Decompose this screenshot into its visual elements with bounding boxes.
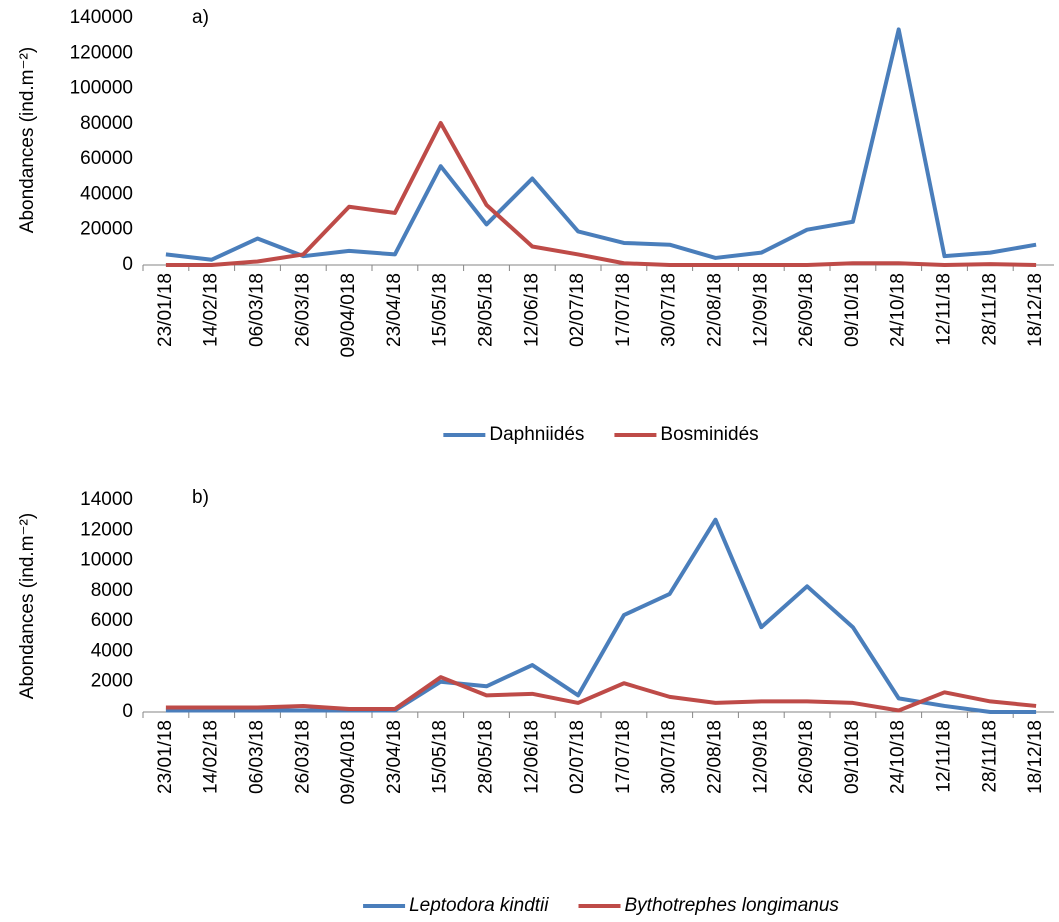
x-tick-label: 12/09/18 bbox=[750, 720, 771, 794]
legend: Daphniidés Bosminidés bbox=[443, 424, 759, 445]
x-tick-label: 23/01/18 bbox=[155, 273, 176, 347]
y-tick-label: 60000 bbox=[80, 148, 133, 169]
x-tick-label: 26/09/18 bbox=[796, 720, 817, 794]
y-tick-label: 80000 bbox=[80, 113, 133, 134]
y-tick-label: 40000 bbox=[80, 183, 133, 204]
legend-label: Daphniidés bbox=[489, 424, 584, 445]
x-tick-label: 26/03/18 bbox=[292, 273, 313, 347]
y-tick-label: 120000 bbox=[70, 42, 133, 63]
x-tick-label: 26/09/18 bbox=[796, 273, 817, 347]
x-tick-label: 17/07/18 bbox=[613, 720, 634, 794]
y-tick-label: 4000 bbox=[91, 640, 133, 661]
series-line bbox=[165, 120, 1037, 267]
x-tick-label: 23/04/18 bbox=[384, 720, 405, 794]
y-tick-label: 14000 bbox=[80, 489, 133, 510]
x-tick-label: 26/03/18 bbox=[292, 720, 313, 794]
x-tick-label: 09/04/018 bbox=[338, 273, 359, 358]
legend-label: Leptodora kindtii bbox=[409, 895, 549, 916]
x-tick-label: 12/09/18 bbox=[750, 273, 771, 347]
x-tick-label: 09/10/18 bbox=[842, 720, 863, 794]
y-tick-label: 10000 bbox=[80, 550, 133, 571]
x-tick-label: 18/12/18 bbox=[1025, 273, 1046, 347]
y-tick-label: 0 bbox=[122, 701, 133, 722]
series-line bbox=[165, 675, 1037, 713]
x-tick-label: 22/08/18 bbox=[705, 273, 726, 347]
x-tick-label: 15/05/18 bbox=[430, 273, 451, 347]
x-tick-label: 14/02/18 bbox=[201, 720, 222, 794]
x-tick-label: 06/03/18 bbox=[247, 273, 268, 347]
y-tick-label: 12000 bbox=[80, 519, 133, 540]
x-tick-label: 30/07/18 bbox=[659, 273, 680, 347]
series-line bbox=[165, 517, 1037, 714]
x-tick-label: 12/06/18 bbox=[521, 720, 542, 794]
x-tick-label: 30/07/18 bbox=[659, 720, 680, 794]
x-tick-label: 02/07/18 bbox=[567, 273, 588, 347]
x-tick-label: 15/05/18 bbox=[430, 720, 451, 794]
legend-label: Bosminidés bbox=[660, 424, 758, 445]
y-tick-label: 8000 bbox=[91, 580, 133, 601]
x-tick-label: 09/04/018 bbox=[338, 720, 359, 805]
y-tick-label: 6000 bbox=[91, 610, 133, 631]
x-tick-label: 24/10/18 bbox=[888, 720, 909, 794]
annotation: b) bbox=[192, 487, 209, 508]
y-tick-label: 2000 bbox=[91, 671, 133, 692]
x-tick-label: 12/11/18 bbox=[934, 273, 955, 346]
x-tick-label: 18/12/18 bbox=[1025, 720, 1046, 794]
y-axis-title: Abondances (ind.m⁻²) bbox=[17, 513, 38, 699]
x-tick-label: 28/05/18 bbox=[476, 720, 497, 794]
y-axis-title: Abondances (ind.m⁻²) bbox=[17, 47, 38, 233]
x-tick-label: 23/01/18 bbox=[155, 720, 176, 794]
series-line bbox=[165, 27, 1037, 262]
x-tick-label: 28/11/18 bbox=[979, 720, 1000, 793]
x-tick-label: 14/02/18 bbox=[201, 273, 222, 347]
legend: Leptodora kindtii Bythotrephes longimanus bbox=[363, 895, 839, 916]
x-tick-label: 06/03/18 bbox=[247, 720, 268, 794]
x-tick-label: 28/11/18 bbox=[979, 273, 1000, 346]
x-tick-label: 02/07/18 bbox=[567, 720, 588, 794]
legend-label: Bythotrephes longimanus bbox=[625, 895, 840, 916]
y-tick-label: 0 bbox=[122, 254, 133, 275]
x-tick-label: 12/11/18 bbox=[934, 720, 955, 793]
x-tick-label: 23/04/18 bbox=[384, 273, 405, 347]
y-tick-label: 140000 bbox=[70, 7, 133, 28]
annotation: a) bbox=[192, 7, 209, 28]
x-tick-label: 17/07/18 bbox=[613, 273, 634, 347]
x-tick-label: 09/10/18 bbox=[842, 273, 863, 347]
x-tick-label: 28/05/18 bbox=[476, 273, 497, 347]
x-tick-label: 22/08/18 bbox=[705, 720, 726, 794]
x-tick-label: 24/10/18 bbox=[888, 273, 909, 347]
y-tick-label: 20000 bbox=[80, 219, 133, 240]
x-tick-label: 12/06/18 bbox=[521, 273, 542, 347]
y-tick-label: 100000 bbox=[70, 78, 133, 99]
